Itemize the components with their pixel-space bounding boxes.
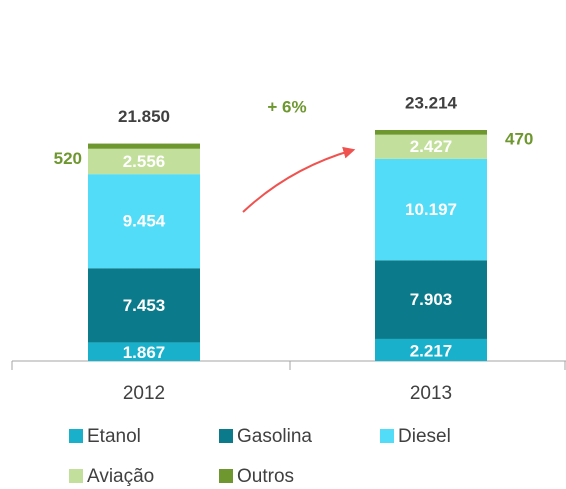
- bar-segment: [375, 260, 487, 339]
- annotation: + 6%: [267, 97, 306, 116]
- legend-swatch: [69, 429, 83, 443]
- bar-segment: [88, 342, 200, 361]
- bar-segment: [88, 143, 200, 149]
- bar-segment: [88, 174, 200, 269]
- data-label: 2.427: [410, 137, 453, 156]
- legend-label: Etanol: [87, 426, 141, 447]
- total-label: 23.214: [405, 93, 458, 112]
- data-label: 2.556: [123, 152, 166, 171]
- legend-label: Aviação: [87, 466, 154, 487]
- total-label: 21.850: [118, 107, 170, 126]
- data-label: 9.454: [123, 212, 166, 231]
- data-label: 2.217: [410, 341, 453, 360]
- legend-swatch: [380, 429, 394, 443]
- data-label: 520: [54, 149, 82, 168]
- data-label: 1.867: [123, 343, 166, 362]
- bar-segment: [375, 134, 487, 159]
- data-label: 7.903: [410, 290, 453, 309]
- legend-swatch: [69, 469, 83, 483]
- bar-segment: [375, 130, 487, 135]
- data-label: 470: [505, 129, 533, 148]
- growth-arrow: [242, 146, 356, 213]
- data-label: 10.197: [405, 200, 457, 219]
- legend-swatch: [219, 429, 233, 443]
- legend-label: Outros: [237, 466, 294, 487]
- x-tick-label: 2012: [123, 383, 165, 404]
- data-label: 7.453: [123, 296, 166, 315]
- bar-segment: [88, 268, 200, 343]
- bar-segment: [375, 338, 487, 361]
- legend-swatch: [219, 469, 233, 483]
- legend-label: Gasolina: [237, 426, 312, 447]
- bar-segment: [88, 148, 200, 175]
- x-tick-label: 2013: [410, 383, 452, 404]
- bar-segment: [375, 158, 487, 261]
- legend-label: Diesel: [398, 426, 451, 447]
